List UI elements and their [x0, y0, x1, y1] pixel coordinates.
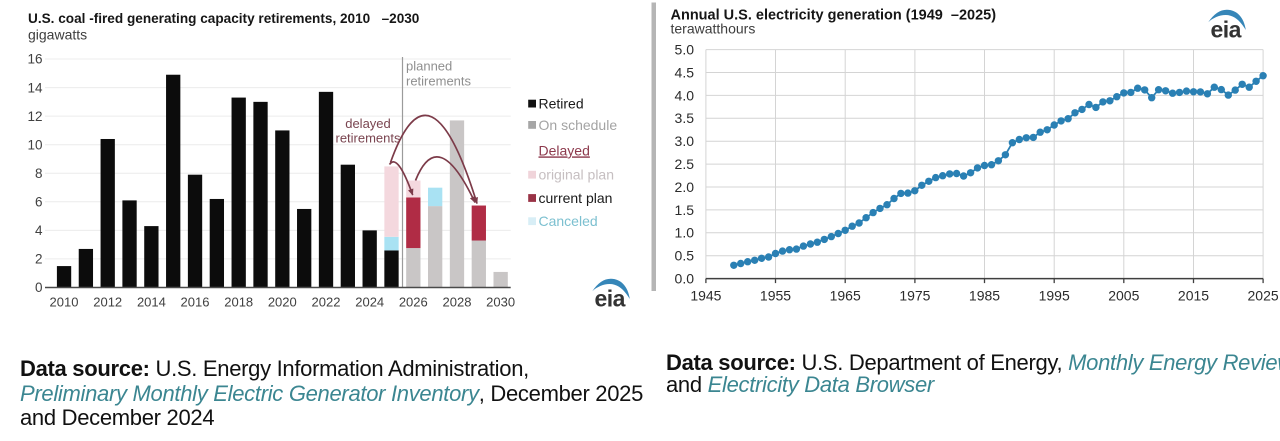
svg-text:planned: planned: [406, 59, 452, 74]
svg-text:2014: 2014: [137, 295, 166, 310]
svg-text:2: 2: [35, 252, 43, 267]
svg-text:2028: 2028: [443, 295, 472, 310]
svg-text:eia: eia: [595, 286, 626, 312]
svg-text:current plan: current plan: [539, 190, 613, 206]
svg-text:0.5: 0.5: [675, 248, 695, 264]
svg-text:1975: 1975: [899, 288, 930, 304]
svg-text:1945: 1945: [690, 288, 721, 304]
svg-text:2.5: 2.5: [675, 156, 695, 172]
svg-text:original plan: original plan: [539, 167, 615, 183]
svg-text:gigawatts: gigawatts: [28, 27, 87, 43]
svg-text:U.S. coal -fired generating ca: U.S. coal -fired generating capacity ret…: [28, 11, 419, 26]
svg-text:On schedule: On schedule: [539, 117, 618, 133]
svg-text:2020: 2020: [268, 295, 297, 310]
svg-text:retirements: retirements: [335, 131, 401, 146]
svg-text:Delayed: Delayed: [539, 142, 590, 158]
svg-text:3.0: 3.0: [675, 133, 695, 149]
svg-text:4.5: 4.5: [675, 64, 695, 80]
svg-text:2015: 2015: [1178, 288, 1209, 304]
svg-text:1.5: 1.5: [675, 202, 695, 218]
svg-text:2005: 2005: [1108, 288, 1139, 304]
svg-text:2016: 2016: [181, 295, 210, 310]
svg-text:delayed: delayed: [345, 116, 391, 131]
svg-text:2025: 2025: [1248, 288, 1279, 304]
svg-text:4.0: 4.0: [675, 87, 695, 103]
svg-text:terawatthours: terawatthours: [671, 21, 756, 37]
svg-text:10: 10: [27, 137, 42, 152]
svg-text:2022: 2022: [312, 295, 341, 310]
svg-text:5.0: 5.0: [675, 42, 695, 58]
svg-text:retirements: retirements: [406, 74, 472, 89]
svg-text:4: 4: [35, 223, 43, 238]
svg-text:6: 6: [35, 195, 43, 210]
svg-text:2026: 2026: [399, 295, 428, 310]
svg-text:2.0: 2.0: [675, 179, 695, 195]
svg-text:1955: 1955: [760, 288, 791, 304]
svg-text:2012: 2012: [93, 295, 122, 310]
svg-text:eia: eia: [1211, 17, 1242, 43]
svg-text:8: 8: [35, 166, 43, 181]
svg-text:Canceled: Canceled: [539, 213, 598, 229]
svg-text:1985: 1985: [969, 288, 1000, 304]
svg-text:0.0: 0.0: [675, 271, 695, 287]
svg-text:1965: 1965: [830, 288, 861, 304]
svg-text:2018: 2018: [224, 295, 253, 310]
svg-text:Annual U.S. electricity genera: Annual U.S. electricity generation (1949…: [671, 8, 997, 24]
svg-text:16: 16: [27, 52, 42, 67]
svg-text:2024: 2024: [355, 295, 384, 310]
svg-text:1.0: 1.0: [675, 225, 695, 241]
svg-text:3.5: 3.5: [675, 110, 695, 126]
svg-text:2030: 2030: [486, 295, 515, 310]
svg-text:1995: 1995: [1039, 288, 1070, 304]
svg-text:2010: 2010: [50, 295, 79, 310]
svg-text:12: 12: [27, 109, 42, 124]
svg-text:Retired: Retired: [539, 96, 584, 112]
svg-text:14: 14: [27, 80, 43, 95]
svg-text:0: 0: [35, 280, 43, 295]
